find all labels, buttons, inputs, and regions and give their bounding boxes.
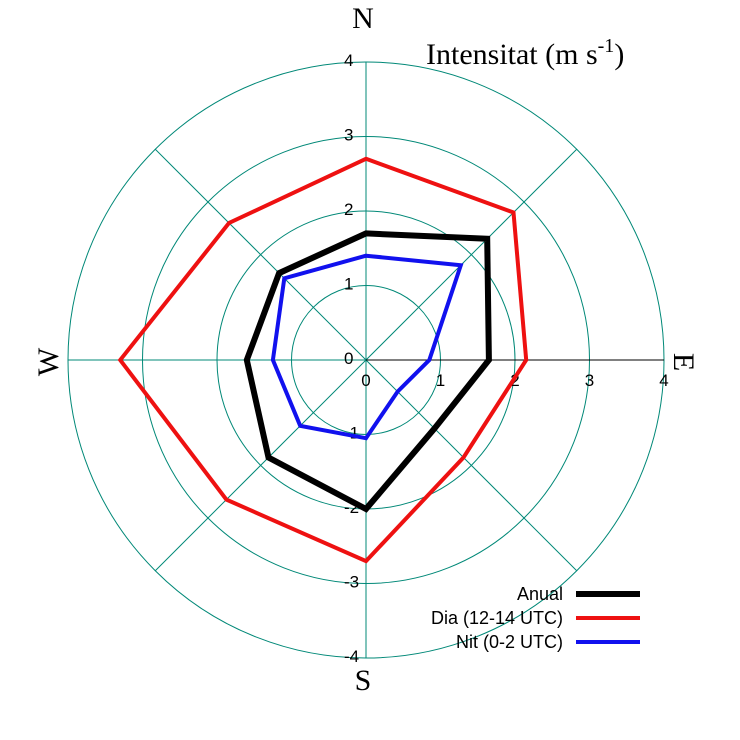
y-tick-label: 4 bbox=[344, 51, 353, 70]
grid-spoke-se bbox=[365, 359, 578, 572]
grid-spoke-ne bbox=[365, 148, 578, 361]
y-tick-label: 3 bbox=[344, 126, 353, 145]
chart-title: Intensitat (m s-1) bbox=[426, 35, 624, 71]
legend-label-1: Anual bbox=[517, 584, 563, 604]
y-tick-label: 1 bbox=[344, 275, 353, 294]
x-tick-label: 0 bbox=[361, 371, 370, 390]
grid-spoke-sw bbox=[154, 359, 367, 572]
grid-spoke-nw bbox=[154, 148, 367, 361]
y-tick-label: -3 bbox=[344, 573, 359, 592]
legend: Anual Dia (12-14 UTC) Nit (0-2 UTC) bbox=[431, 584, 640, 652]
legend-label-2: Dia (12-14 UTC) bbox=[431, 608, 563, 628]
compass-label-s: S bbox=[355, 664, 372, 697]
series-group bbox=[117, 156, 529, 564]
compass-label-w: W bbox=[32, 347, 65, 376]
series-line-3 bbox=[270, 253, 464, 441]
x-tick-label: 1 bbox=[436, 371, 445, 390]
series-line-2 bbox=[117, 156, 529, 564]
legend-label-3: Nit (0-2 UTC) bbox=[456, 632, 563, 652]
compass-label-e: E bbox=[667, 353, 700, 371]
polar-grid bbox=[67, 61, 665, 659]
y-tick-label: 0 bbox=[344, 349, 353, 368]
y-tick-label: 2 bbox=[344, 200, 353, 219]
y-tick-label: -4 bbox=[344, 647, 359, 666]
series-line-1 bbox=[243, 230, 492, 513]
x-tick-label: 4 bbox=[659, 371, 668, 390]
compass-label-n: N bbox=[352, 2, 374, 35]
x-tick-label: 3 bbox=[585, 371, 594, 390]
